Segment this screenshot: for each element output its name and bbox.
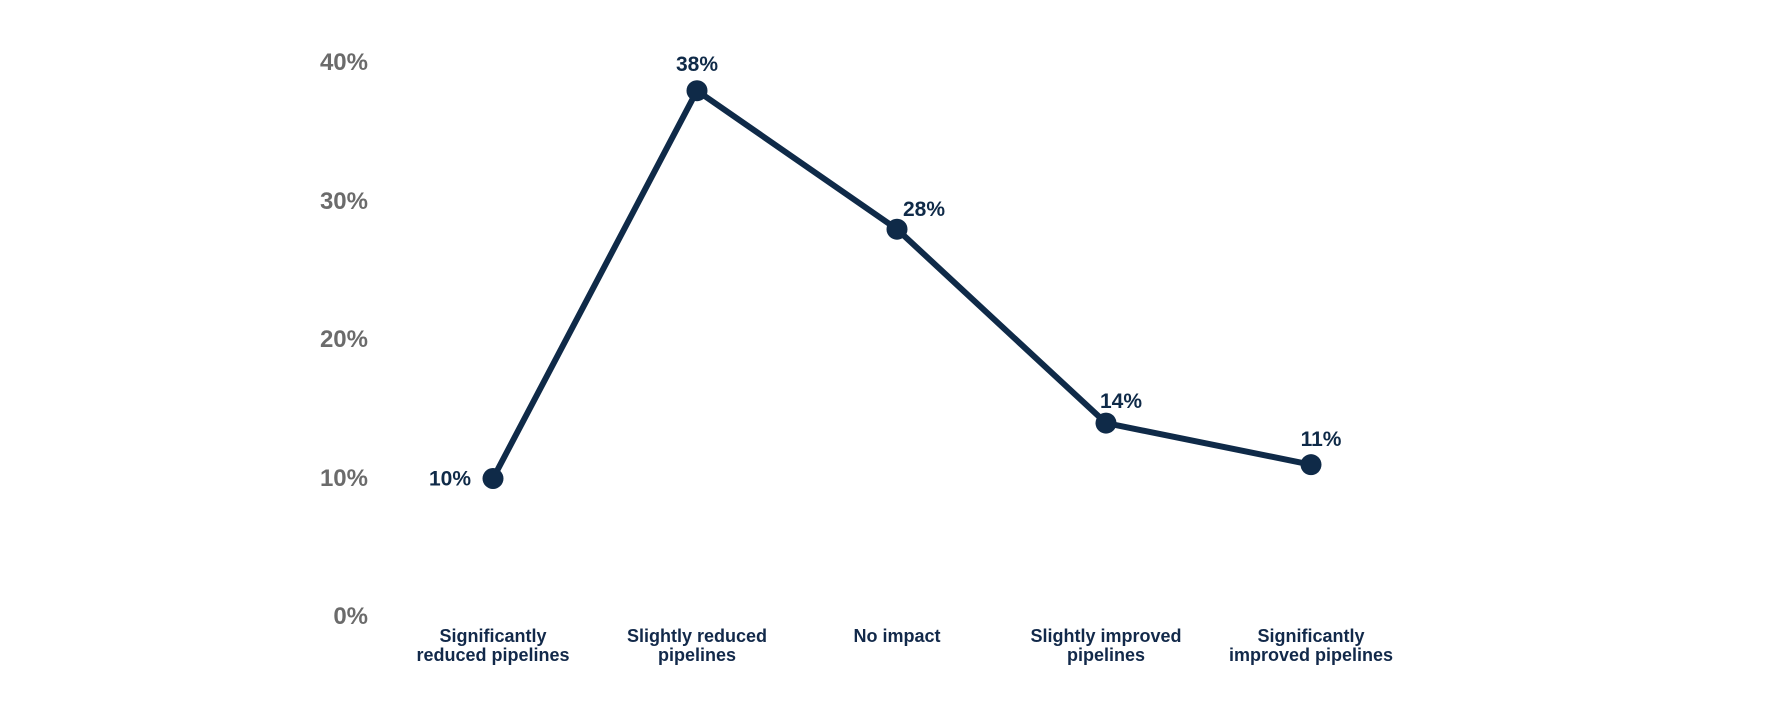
data-point-label: 10%	[428, 467, 471, 490]
y-axis-tick-label: 0%	[333, 603, 368, 630]
x-axis-category-label: No impact	[853, 626, 941, 646]
y-axis-tick-label: 40%	[319, 49, 368, 76]
data-point-marker[interactable]	[1095, 412, 1117, 434]
x-axis-category-label: Slightly reduced pipelines	[626, 626, 768, 665]
data-point-label: 14%	[1099, 390, 1143, 414]
data-point-marker[interactable]	[886, 218, 908, 240]
x-axis-category-label: Significantly improved pipelines	[1228, 626, 1394, 665]
data-point-marker[interactable]	[1300, 454, 1322, 476]
data-point-label: 28%	[902, 198, 946, 222]
y-axis-tick-label: 30%	[319, 187, 368, 215]
data-point-label: 38%	[675, 52, 719, 76]
y-axis-tick-label: 20%	[319, 326, 368, 353]
y-axis-tick-label: 10%	[319, 464, 368, 492]
x-axis-category-label: Significantly reduced pipelines	[416, 626, 570, 665]
line-path	[490, 87, 1314, 482]
x-axis-category-label: Slightly improved pipelines	[1030, 626, 1182, 665]
data-point-marker[interactable]	[686, 80, 708, 102]
data-point-label: 11%	[1300, 427, 1342, 451]
data-point-marker[interactable]	[482, 468, 504, 489]
